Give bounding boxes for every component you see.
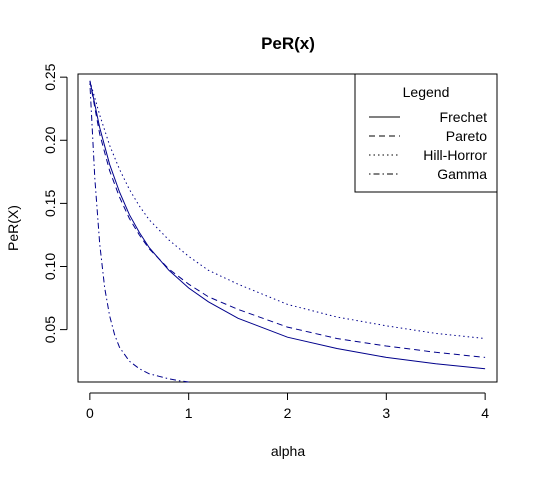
y-tick-label: 0.20 xyxy=(42,126,58,153)
legend-entry-label: Frechet xyxy=(440,109,488,125)
y-tick-label: 0.25 xyxy=(42,63,58,90)
y-tick-label: 0.05 xyxy=(42,316,58,343)
series-line-hill-horror xyxy=(89,80,486,339)
x-axis: 0 1 2 3 4 xyxy=(86,392,489,421)
x-tick-label: 0 xyxy=(86,405,94,421)
legend-entry-label: Hill-Horror xyxy=(423,147,487,163)
x-tick-label: 1 xyxy=(185,405,193,421)
legend-entry-label: Pareto xyxy=(446,128,487,144)
y-axis: 0.05 0.10 0.15 0.20 0.25 xyxy=(42,63,68,343)
x-tick-label: 2 xyxy=(284,405,292,421)
y-axis-label: PeR(X) xyxy=(5,205,21,251)
legend-title: Legend xyxy=(403,84,450,100)
x-axis-label: alpha xyxy=(271,443,305,459)
series-line-frechet xyxy=(89,80,486,370)
series-line-gamma xyxy=(89,83,189,383)
legend-entries: Frechet Pareto Hill-Horror Gamma xyxy=(369,109,487,182)
y-tick-label: 0.10 xyxy=(42,253,58,280)
x-tick-label: 3 xyxy=(382,405,390,421)
plot-area-frame xyxy=(77,73,498,383)
legend-entry-label: Gamma xyxy=(437,166,487,182)
chart-title: PeR(x) xyxy=(261,34,315,53)
y-tick-label: 0.15 xyxy=(42,190,58,217)
x-tick-label: 4 xyxy=(481,405,489,421)
legend-box xyxy=(354,73,498,193)
legend: Legend Frechet Pareto Hill-Horror Gamma xyxy=(354,73,498,193)
series-line-pareto xyxy=(89,80,486,358)
series-layer xyxy=(89,80,486,383)
